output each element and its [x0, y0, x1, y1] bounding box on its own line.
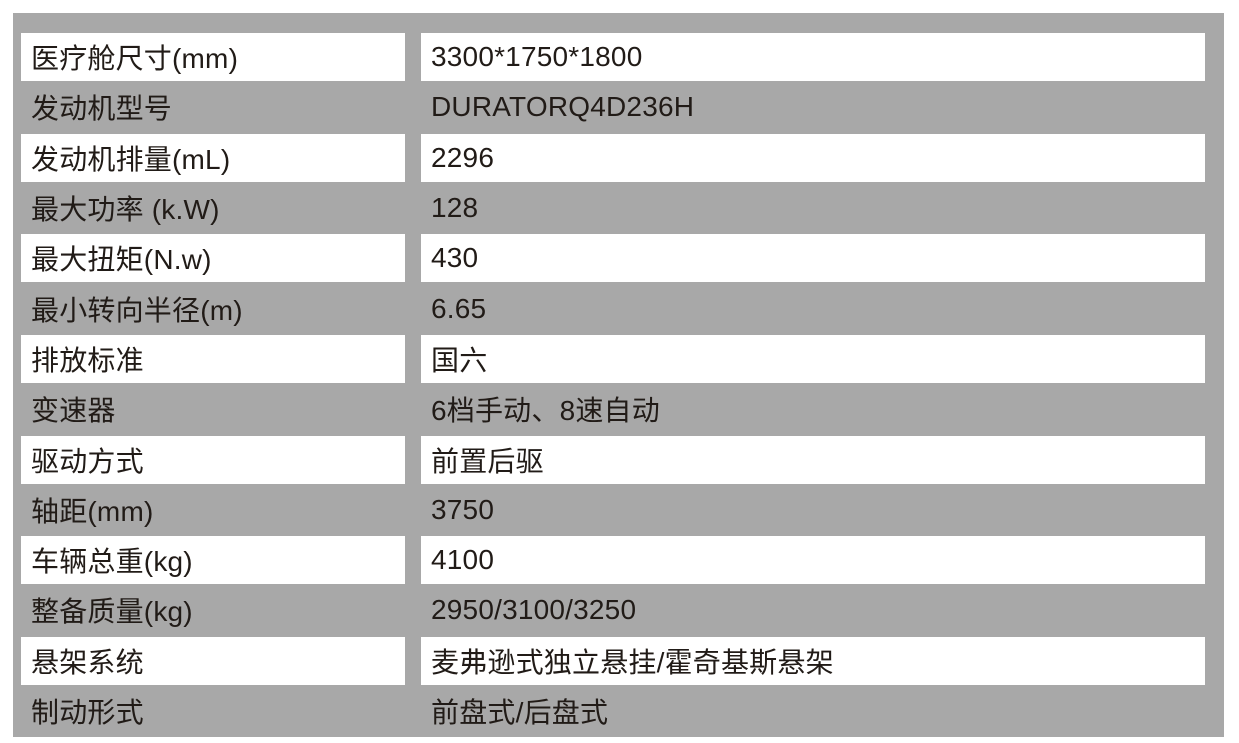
- spec-value: 麦弗逊式独立悬挂/霍奇基斯悬架: [431, 646, 834, 678]
- spec-row-4: 最大扭矩(N.w) 430: [13, 233, 1224, 283]
- spec-value: 前置后驱: [431, 445, 544, 477]
- spec-value-cell: 前盘式/后盘式: [421, 686, 1205, 736]
- spec-row-0: 医疗舱尺寸(mm) 3300*1750*1800: [13, 32, 1224, 82]
- spec-row-11: 整备质量(kg) 2950/3100/3250: [13, 585, 1224, 635]
- spec-value-cell: 128: [421, 183, 1205, 233]
- spec-value: 430: [431, 242, 479, 274]
- spec-label: 车辆总重(kg): [31, 546, 193, 578]
- spec-label-cell: 变速器: [21, 384, 405, 434]
- spec-value: 前盘式/后盘式: [431, 697, 609, 728]
- spec-label: 最大扭矩(N.w): [31, 244, 212, 276]
- spec-value: 3750: [431, 493, 495, 525]
- vehicle-spec-table: 医疗舱尺寸(mm) 3300*1750*1800 发动机型号 DURATORQ4…: [13, 13, 1224, 737]
- spec-label-cell: 驱动方式: [21, 435, 405, 484]
- spec-label: 发动机排量(mL): [31, 143, 231, 175]
- spec-label-cell: 整备质量(kg): [21, 585, 405, 635]
- spec-label: 最小转向半径(m): [31, 294, 243, 326]
- spec-label-cell: 排放标准: [21, 334, 405, 383]
- spec-value: 国六: [431, 344, 488, 376]
- spec-label-cell: 轴距(mm): [21, 485, 405, 535]
- spec-value-cell: 2950/3100/3250: [421, 585, 1205, 635]
- spec-value-cell: 6档手动、8速自动: [421, 384, 1205, 434]
- spec-value-cell: 6.65: [421, 283, 1205, 333]
- spec-label: 排放标准: [31, 344, 144, 376]
- spec-value: 128: [431, 192, 479, 224]
- spec-value-cell: 2296: [421, 133, 1205, 182]
- spec-label-cell: 发动机型号: [21, 82, 405, 132]
- spec-label-cell: 车辆总重(kg): [21, 536, 405, 585]
- spec-label-cell: 医疗舱尺寸(mm): [21, 33, 405, 82]
- spec-row-1: 发动机型号 DURATORQ4D236H: [13, 82, 1224, 132]
- spec-row-5: 最小转向半径(m) 6.65: [13, 283, 1224, 333]
- spec-value-cell: 3750: [421, 485, 1205, 535]
- spec-label-cell: 最大功率 (k.W): [21, 183, 405, 233]
- spec-value-cell: 3300*1750*1800: [421, 33, 1205, 82]
- spec-row-2: 发动机排量(mL) 2296: [13, 133, 1224, 183]
- spec-row-10: 车辆总重(kg) 4100: [13, 535, 1224, 585]
- spec-row-9: 轴距(mm) 3750: [13, 485, 1224, 535]
- spec-value-cell: 430: [421, 234, 1205, 283]
- spec-row-12: 悬架系统 麦弗逊式独立悬挂/霍奇基斯悬架: [13, 636, 1224, 686]
- spec-label: 医疗舱尺寸(mm): [31, 43, 239, 75]
- spec-value: 2950/3100/3250: [431, 594, 637, 626]
- spec-label-cell: 最小转向半径(m): [21, 283, 405, 333]
- spec-value-cell: 前置后驱: [421, 435, 1205, 484]
- spec-value: DURATORQ4D236H: [431, 91, 695, 123]
- spec-value: 6.65: [431, 292, 487, 324]
- spec-label: 发动机型号: [31, 93, 173, 125]
- spec-label-cell: 最大扭矩(N.w): [21, 234, 405, 283]
- spec-label-cell: 制动形式: [21, 686, 405, 736]
- spec-row-6: 排放标准 国六: [13, 334, 1224, 384]
- spec-value: 6档手动、8速自动: [431, 395, 660, 427]
- spec-value: 3300*1750*1800: [431, 41, 643, 73]
- spec-label: 悬架系统: [31, 646, 144, 678]
- spec-label: 驱动方式: [31, 445, 144, 477]
- spec-label: 轴距(mm): [31, 495, 154, 527]
- spec-label-cell: 发动机排量(mL): [21, 133, 405, 182]
- spec-value: 2296: [431, 141, 495, 173]
- spec-row-3: 最大功率 (k.W) 128: [13, 183, 1224, 233]
- spec-value-cell: DURATORQ4D236H: [421, 82, 1205, 132]
- spec-value-cell: 麦弗逊式独立悬挂/霍奇基斯悬架: [421, 636, 1205, 685]
- spec-label-cell: 悬架系统: [21, 636, 405, 685]
- spec-value-cell: 国六: [421, 334, 1205, 383]
- spec-row-13: 制动形式 前盘式/后盘式: [13, 686, 1224, 736]
- spec-row-7: 变速器 6档手动、8速自动: [13, 384, 1224, 434]
- spec-value-cell: 4100: [421, 536, 1205, 585]
- spec-row-8: 驱动方式 前置后驱: [13, 434, 1224, 484]
- spec-value: 4100: [431, 544, 495, 576]
- spec-label: 最大功率 (k.W): [31, 194, 220, 226]
- spec-label: 整备质量(kg): [31, 596, 193, 628]
- spec-label: 变速器: [31, 395, 116, 427]
- spec-label: 制动形式: [31, 697, 144, 728]
